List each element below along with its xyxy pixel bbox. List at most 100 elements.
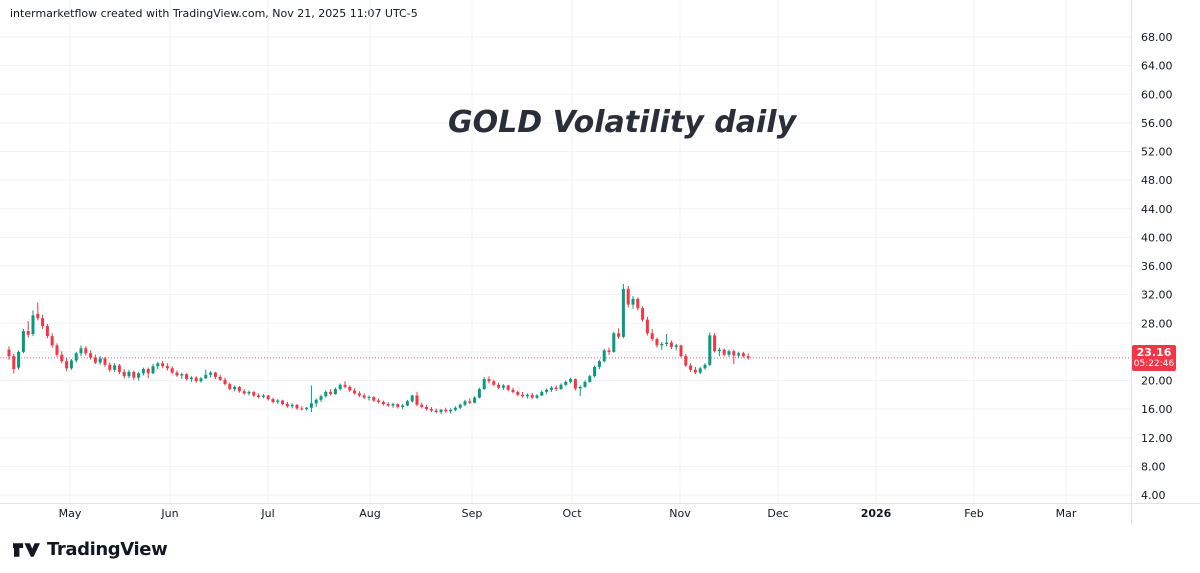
candlestick-chart[interactable]: 68.00 64.00 60.00 56.00 52.00 48.00 44.00 40.00… xyxy=(0,0,1200,530)
time-axis[interactable]: May Jun Jul Aug Sep Oct Nov Dec 2026 Feb Mar xyxy=(59,507,1077,520)
candle xyxy=(415,391,419,407)
candle xyxy=(329,389,333,396)
candle xyxy=(362,393,366,400)
candle xyxy=(218,374,222,382)
candle xyxy=(607,347,611,355)
candle xyxy=(41,314,45,329)
candle xyxy=(741,351,745,358)
candle xyxy=(185,373,189,381)
candle xyxy=(338,383,342,391)
price-axis[interactable]: 68.00 64.00 60.00 56.00 52.00 48.00 44.00 40.00… xyxy=(1141,31,1173,502)
candle xyxy=(684,354,688,367)
svg-text:Dec: Dec xyxy=(767,507,788,520)
candle xyxy=(612,331,616,353)
candle xyxy=(333,387,337,395)
candle xyxy=(516,390,520,397)
candle xyxy=(237,386,241,393)
candle xyxy=(26,321,30,338)
svg-text:44.00: 44.00 xyxy=(1141,203,1173,216)
candle xyxy=(631,296,635,309)
svg-text:Sep: Sep xyxy=(462,507,483,520)
candle xyxy=(290,403,294,409)
candle xyxy=(103,356,107,367)
candle xyxy=(727,349,731,357)
candle xyxy=(175,370,179,377)
svg-text:Nov: Nov xyxy=(669,507,691,520)
candle xyxy=(137,371,141,381)
candle xyxy=(7,346,11,360)
candle xyxy=(458,403,462,410)
candles-layer[interactable] xyxy=(7,283,750,415)
grid-lines xyxy=(0,0,1131,503)
candle xyxy=(266,394,270,401)
candle xyxy=(353,388,357,395)
candle xyxy=(285,402,289,408)
candle xyxy=(525,393,529,399)
candle xyxy=(386,402,390,407)
tradingview-logo-text: TradingView xyxy=(47,539,168,560)
svg-text:4.00: 4.00 xyxy=(1141,489,1166,502)
tradingview-logo[interactable]: TradingView xyxy=(13,539,168,560)
candle xyxy=(477,387,481,399)
candle xyxy=(324,390,328,398)
candle xyxy=(89,350,93,360)
chart-title-watermark: GOLD Volatility daily xyxy=(448,105,797,140)
candle xyxy=(194,376,198,383)
candle xyxy=(655,337,659,348)
last-price-label[interactable]: 23.16 05:22:46 xyxy=(1132,344,1176,371)
candle xyxy=(645,316,649,336)
candle xyxy=(511,387,515,394)
svg-text:60.00: 60.00 xyxy=(1141,88,1173,101)
candle xyxy=(401,404,405,410)
candle xyxy=(108,362,112,372)
candle xyxy=(660,341,664,350)
candle xyxy=(453,406,457,412)
candle xyxy=(410,394,414,403)
chart-attribution: intermarketflow created with TradingView… xyxy=(10,7,418,20)
candle xyxy=(151,364,155,375)
candle xyxy=(84,346,88,356)
candle xyxy=(693,366,697,375)
candle xyxy=(132,370,136,380)
tradingview-logo-icon xyxy=(13,542,40,557)
candle xyxy=(717,347,721,357)
candle xyxy=(487,376,491,384)
candle xyxy=(257,393,261,399)
svg-text:Mar: Mar xyxy=(1056,507,1077,520)
candle xyxy=(482,376,486,390)
candle xyxy=(309,385,313,412)
candle xyxy=(305,407,309,411)
svg-text:Jun: Jun xyxy=(160,507,178,520)
candle xyxy=(31,310,35,337)
candle xyxy=(381,400,385,406)
svg-text:8.00: 8.00 xyxy=(1141,460,1166,473)
bar-countdown: 05:22:46 xyxy=(1133,358,1175,369)
candle xyxy=(65,357,69,372)
candle xyxy=(602,349,606,363)
svg-text:2026: 2026 xyxy=(861,507,892,520)
candle xyxy=(698,366,702,375)
candle xyxy=(377,398,381,404)
candle xyxy=(626,286,630,308)
candle xyxy=(583,380,587,388)
candle xyxy=(50,333,54,348)
candle xyxy=(343,381,347,389)
candle xyxy=(545,388,549,395)
candle xyxy=(468,398,472,405)
candle xyxy=(45,324,49,339)
svg-text:Feb: Feb xyxy=(964,507,983,520)
candle xyxy=(501,384,505,390)
svg-text:68.00: 68.00 xyxy=(1141,31,1173,44)
candle xyxy=(180,372,184,380)
candle xyxy=(669,340,673,349)
svg-text:May: May xyxy=(59,507,82,520)
svg-text:12.00: 12.00 xyxy=(1141,432,1173,445)
candle xyxy=(689,363,693,372)
candle xyxy=(665,334,669,347)
candle xyxy=(113,363,117,372)
candle xyxy=(554,385,558,392)
candle xyxy=(641,306,645,322)
candle xyxy=(233,385,237,392)
candle xyxy=(55,343,59,357)
